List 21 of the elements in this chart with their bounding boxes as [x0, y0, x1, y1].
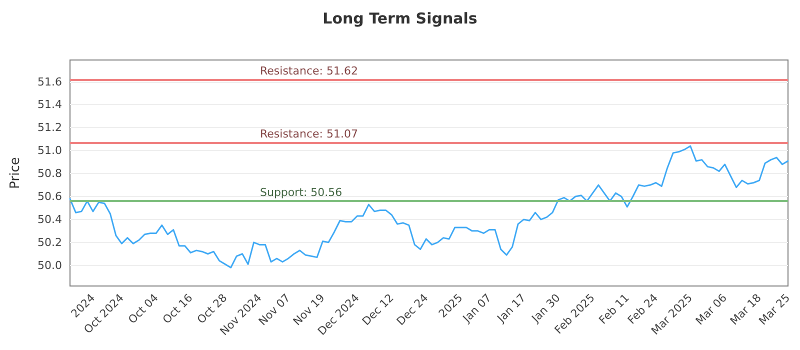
ref-line-label: Resistance: 51.62 [260, 64, 358, 78]
y-tick-label: 51.4 [38, 98, 62, 112]
ref-line-label: Support: 50.56 [260, 186, 342, 200]
y-tick-label: 51.2 [38, 121, 62, 134]
y-tick-label: 50.4 [38, 212, 62, 226]
x-tick-label: Oct 04 [126, 291, 161, 326]
x-tick-label: Jan 17 [494, 291, 528, 326]
y-tick-label: 51.0 [38, 144, 62, 158]
x-tick-label: Mar 06 [693, 291, 730, 328]
line-series [69, 145, 789, 268]
x-tick-label: Dec 24 [394, 291, 431, 328]
y-tick-label: 50.2 [38, 236, 62, 249]
ref-line-label: Resistance: 51.07 [260, 128, 358, 141]
y-tick-label: 51.6 [38, 75, 62, 88]
y-axis-title: Price [8, 157, 23, 189]
x-tick-label: Dec 12 [360, 291, 396, 328]
y-tick-label: 50.8 [38, 167, 62, 180]
y-tick-label: 50.0 [38, 258, 62, 272]
x-tick-label: Oct 16 [160, 291, 196, 326]
y-tick-label: 50.6 [38, 190, 62, 204]
chart-title: Long Term Signals [322, 10, 478, 28]
